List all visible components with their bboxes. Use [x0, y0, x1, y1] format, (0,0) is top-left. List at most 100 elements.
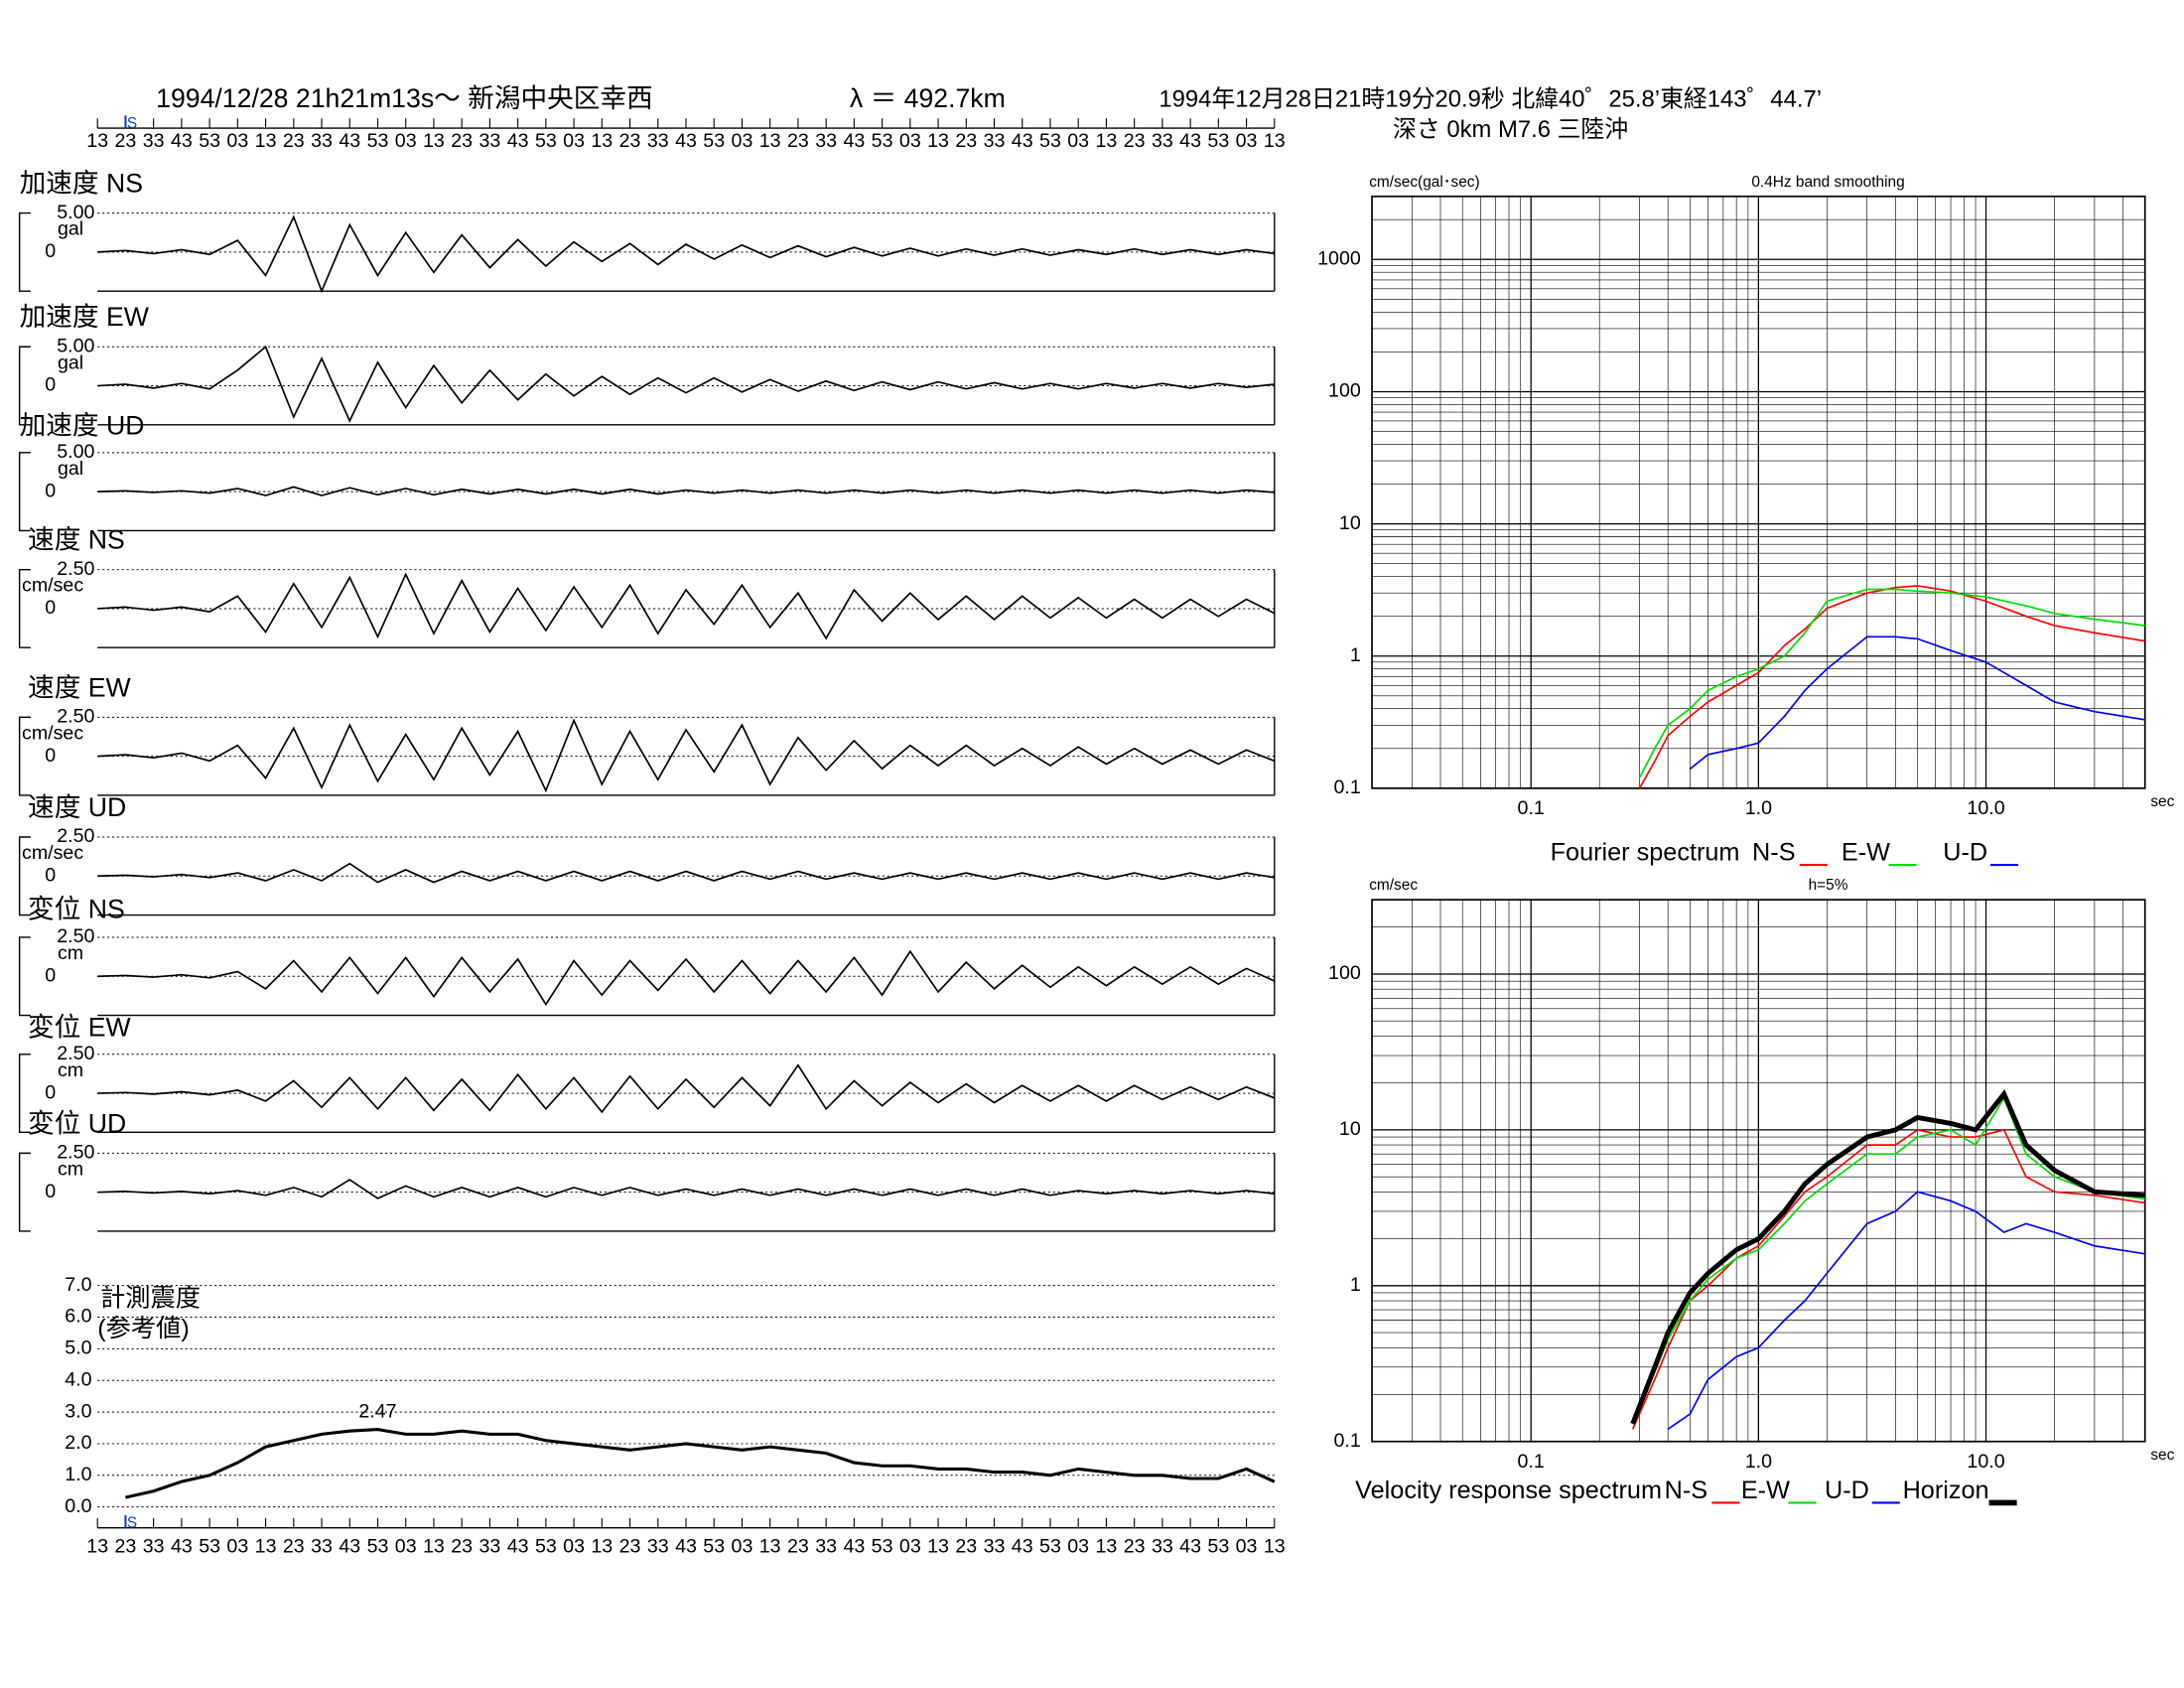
trace-bracket — [18, 1152, 31, 1232]
x-tick-label: 13 — [1264, 1536, 1286, 1558]
spectrum-line — [1667, 1191, 2145, 1430]
spectrum-line — [1630, 1088, 2145, 1425]
x-tick-label: 53 — [1207, 1536, 1229, 1558]
waveform — [97, 718, 1276, 793]
x-tick-label: 13 — [759, 130, 781, 152]
trace-name: 変位 NS — [28, 894, 125, 923]
trace-name: 変位 UD — [28, 1108, 126, 1138]
trace-name: 速度 NS — [28, 525, 125, 555]
x-tick-label: 13 — [1264, 130, 1286, 152]
y-tick-label: 100 — [1328, 380, 1361, 402]
y-tick-label: 2.50 — [57, 1043, 94, 1064]
x-tick-label: 23 — [787, 1536, 809, 1558]
x-tick-label: 03 — [226, 130, 248, 152]
legend-label: Horizon — [1903, 1477, 1989, 1504]
y-tick-label: 0 — [45, 864, 56, 886]
x-tick-label: 43 — [843, 130, 865, 152]
x-tick-label: 43 — [1179, 1536, 1201, 1558]
x-tick-label: 1.0 — [1745, 797, 1772, 819]
y-tick-label: 2.50 — [57, 1142, 94, 1164]
spectrum-line — [1689, 635, 2145, 771]
y-tick-label: 0.1 — [1333, 776, 1360, 798]
x-tick-label: 23 — [955, 130, 977, 152]
y-axis-label: cm/sec — [1369, 877, 1418, 894]
y-tick-label: 5.00 — [57, 335, 94, 356]
y-tick-label: 1 — [1350, 644, 1361, 666]
x-tick-label: 13 — [591, 1536, 613, 1558]
spectrum-line — [1638, 585, 2145, 789]
x-tick-label: 03 — [395, 1536, 417, 1558]
x-tick-label: 53 — [1039, 1536, 1061, 1558]
x-tick-label: 1.0 — [1745, 1451, 1772, 1473]
x-tick-label: 03 — [226, 1536, 248, 1558]
trace-unit: cm — [58, 1158, 83, 1180]
x-tick-label: 03 — [563, 130, 585, 152]
x-tick-label: 53 — [199, 1536, 220, 1558]
x-tick-label: 13 — [423, 130, 445, 152]
x-tick-label: 23 — [619, 130, 641, 152]
x-tick-label: 23 — [451, 1536, 473, 1558]
x-tick-label: 33 — [478, 1536, 500, 1558]
x-tick-label: 13 — [423, 1536, 445, 1558]
x-tick-label: 43 — [507, 1536, 529, 1558]
legend-title: Velocity response spectrum — [1355, 1477, 1662, 1504]
y-tick-label: 0 — [45, 480, 56, 501]
y-tick-label: 1.0 — [65, 1464, 91, 1485]
y-tick-label: 1000 — [1317, 247, 1361, 269]
trace-bracket — [18, 346, 31, 426]
y-tick-label: 2.50 — [57, 825, 94, 847]
x-tick-label: 03 — [1236, 1536, 1258, 1558]
x-tick-label: 33 — [647, 130, 669, 152]
x-tick-label: 13 — [927, 130, 949, 152]
epicenter: 1994年12月28日21時19分20.9秒 北緯40゜25.8’東経143゜4… — [1159, 85, 1822, 112]
plot-frame — [1371, 195, 2146, 789]
x-tick-label: 13 — [927, 1536, 949, 1558]
x-tick-label: 23 — [115, 1536, 137, 1558]
x-tick-label: 13 — [1096, 130, 1118, 152]
peak-label: 2.47 — [358, 1400, 396, 1422]
waveform — [97, 486, 1275, 496]
y-tick-label: 0.1 — [1333, 1430, 1360, 1452]
y-tick-label: 6.0 — [65, 1306, 91, 1328]
x-tick-label: 33 — [143, 1536, 165, 1558]
trace-name: 速度 UD — [28, 792, 126, 822]
x-tick-label: 43 — [1012, 1536, 1033, 1558]
spectrum-line — [1631, 1128, 2145, 1430]
x-tick-label: 23 — [955, 1536, 977, 1558]
x-tick-label: 03 — [732, 130, 753, 152]
trace-unit: cm — [58, 1059, 83, 1081]
trace-name: 変位 EW — [28, 1013, 131, 1043]
x-tick-label: 53 — [872, 130, 893, 152]
trace-bracket — [18, 716, 31, 796]
y-tick-label: 0 — [45, 240, 56, 262]
y-tick-label: 5.0 — [65, 1337, 91, 1359]
x-tick-label: 10.0 — [1967, 1451, 2004, 1473]
y-tick-label: 0 — [45, 374, 56, 396]
x-tick-label: 13 — [255, 130, 277, 152]
chart-subtitle: 0.4Hz band smoothing — [1751, 174, 1904, 191]
x-tick-label: 33 — [984, 1536, 1006, 1558]
trace-bracket — [18, 836, 31, 916]
y-tick-label: 4.0 — [65, 1368, 91, 1390]
x-tick-label: 23 — [283, 130, 305, 152]
x-tick-label: 33 — [984, 130, 1006, 152]
chart-subtitle: h=5% — [1809, 877, 1848, 894]
x-tick-label: 53 — [1039, 130, 1061, 152]
x-tick-label: 43 — [171, 1536, 193, 1558]
trace-bracket — [18, 936, 31, 1017]
x-tick-label: 23 — [787, 130, 809, 152]
y-tick-label: 2.50 — [57, 558, 94, 580]
legend-title: Fourier spectrum — [1551, 838, 1740, 866]
y-tick-label: 2.50 — [57, 706, 94, 728]
x-tick-label: 03 — [1067, 1536, 1089, 1558]
trace-name: 加速度 NS — [20, 169, 143, 199]
trace-unit: gal — [58, 458, 83, 480]
x-tick-label: 43 — [339, 1536, 360, 1558]
x-tick-label: 23 — [115, 130, 137, 152]
waveform — [97, 345, 1275, 423]
waveform — [97, 1063, 1276, 1114]
x-tick-label: 43 — [339, 130, 360, 152]
legend-label: U-D — [1825, 1477, 1869, 1504]
y-tick-label: 5.00 — [57, 441, 94, 463]
